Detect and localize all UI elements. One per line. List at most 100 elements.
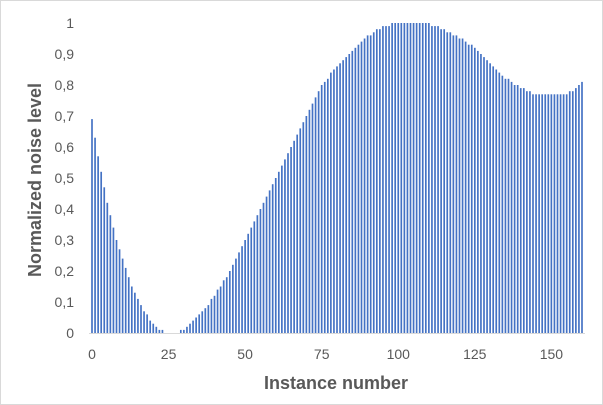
bar [179,329,182,333]
bar [513,85,516,333]
bar [483,57,485,333]
bar [118,249,121,333]
x-axis-title: Instance number [264,373,408,393]
bar [400,23,403,333]
bar [372,32,375,334]
y-tick-label: 0,7 [55,108,75,124]
bar [363,38,366,333]
y-tick-label: 0,5 [55,170,75,186]
bar [516,85,519,333]
bar [458,38,461,333]
bar [431,26,433,333]
x-tick-label: 25 [161,346,177,362]
bar [152,323,155,333]
bar [127,277,130,333]
bar [115,240,118,333]
bar [510,81,513,334]
bar [112,227,115,333]
y-tick-label: 0,1 [55,294,75,310]
y-tick-label: 0,9 [55,46,75,62]
bar [437,26,439,333]
bar [183,329,185,333]
bar [382,26,384,333]
bar [538,94,540,333]
bar [568,91,571,333]
bar [498,72,501,333]
bar [501,75,504,333]
y-tick-label: 0,4 [55,201,75,217]
bar [271,184,274,333]
bar [339,63,341,334]
bar [415,23,418,333]
x-tick-label: 0 [88,346,96,362]
bar [452,35,455,334]
y-tick-label: 1 [66,15,74,31]
bar [225,277,228,333]
y-axis-ticks: 0 0,1 0,2 0,3 0,4 0,5 0,6 0,7 0,8 0,9 1 [55,15,75,341]
bar [446,32,449,334]
bar [232,264,234,333]
bar [507,78,510,333]
bar [391,23,393,333]
bar [541,94,544,333]
bar [305,116,308,333]
bar [443,29,446,333]
bar [262,202,265,333]
bar [219,286,222,333]
bar [201,311,204,333]
bar [559,94,562,333]
y-tick-label: 0,8 [55,77,75,93]
bar [130,286,133,333]
bar [146,314,148,333]
bar [296,134,299,333]
bar [308,109,311,333]
bar [302,122,305,333]
bar [473,47,476,334]
bar [532,94,534,333]
bar [467,44,470,333]
bar [360,41,363,333]
bar [575,88,577,333]
bar [406,23,409,333]
bar [492,66,495,334]
x-tick-label: 50 [237,346,253,362]
bar [403,23,406,333]
bar-series [91,23,583,334]
bar [544,94,547,333]
bar [293,140,295,333]
bar [241,246,243,333]
bar [375,29,378,333]
bar [137,298,139,333]
bar [314,97,317,334]
bar [247,233,250,333]
bar [449,32,452,334]
bar [287,153,289,333]
bar [195,317,197,333]
bar [106,202,109,333]
bar [394,23,397,333]
bar [578,85,580,333]
bar [103,187,106,333]
bar [434,26,436,333]
bar [455,35,458,334]
bar [428,23,430,333]
bar [535,94,537,333]
x-axis-ticks: 0 25 50 75 100 125 150 [88,346,563,362]
bar [189,323,191,333]
bar [333,69,335,333]
bar [94,137,96,333]
bar [204,308,207,333]
bar [161,329,164,333]
bar [553,94,556,333]
bar [210,298,213,333]
bar [440,29,442,333]
bar [345,57,348,333]
bar [216,289,219,333]
bar [351,50,354,334]
bar [213,295,216,333]
bar [330,72,332,333]
bar [581,81,583,334]
bar [504,78,507,333]
bar [522,88,525,333]
bar [354,47,357,334]
